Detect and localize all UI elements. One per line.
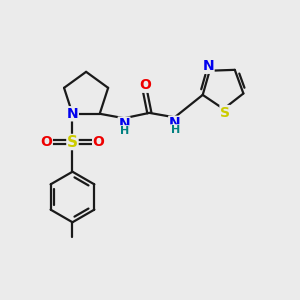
Text: N: N [67, 107, 78, 121]
Text: H: H [120, 126, 129, 136]
Text: O: O [40, 135, 52, 149]
Text: O: O [93, 135, 105, 149]
Text: N: N [118, 117, 130, 131]
Text: N: N [169, 116, 180, 130]
Text: S: S [220, 106, 230, 119]
Text: O: O [139, 78, 151, 92]
Text: H: H [171, 125, 180, 135]
Text: N: N [202, 59, 214, 73]
Text: S: S [67, 134, 78, 149]
